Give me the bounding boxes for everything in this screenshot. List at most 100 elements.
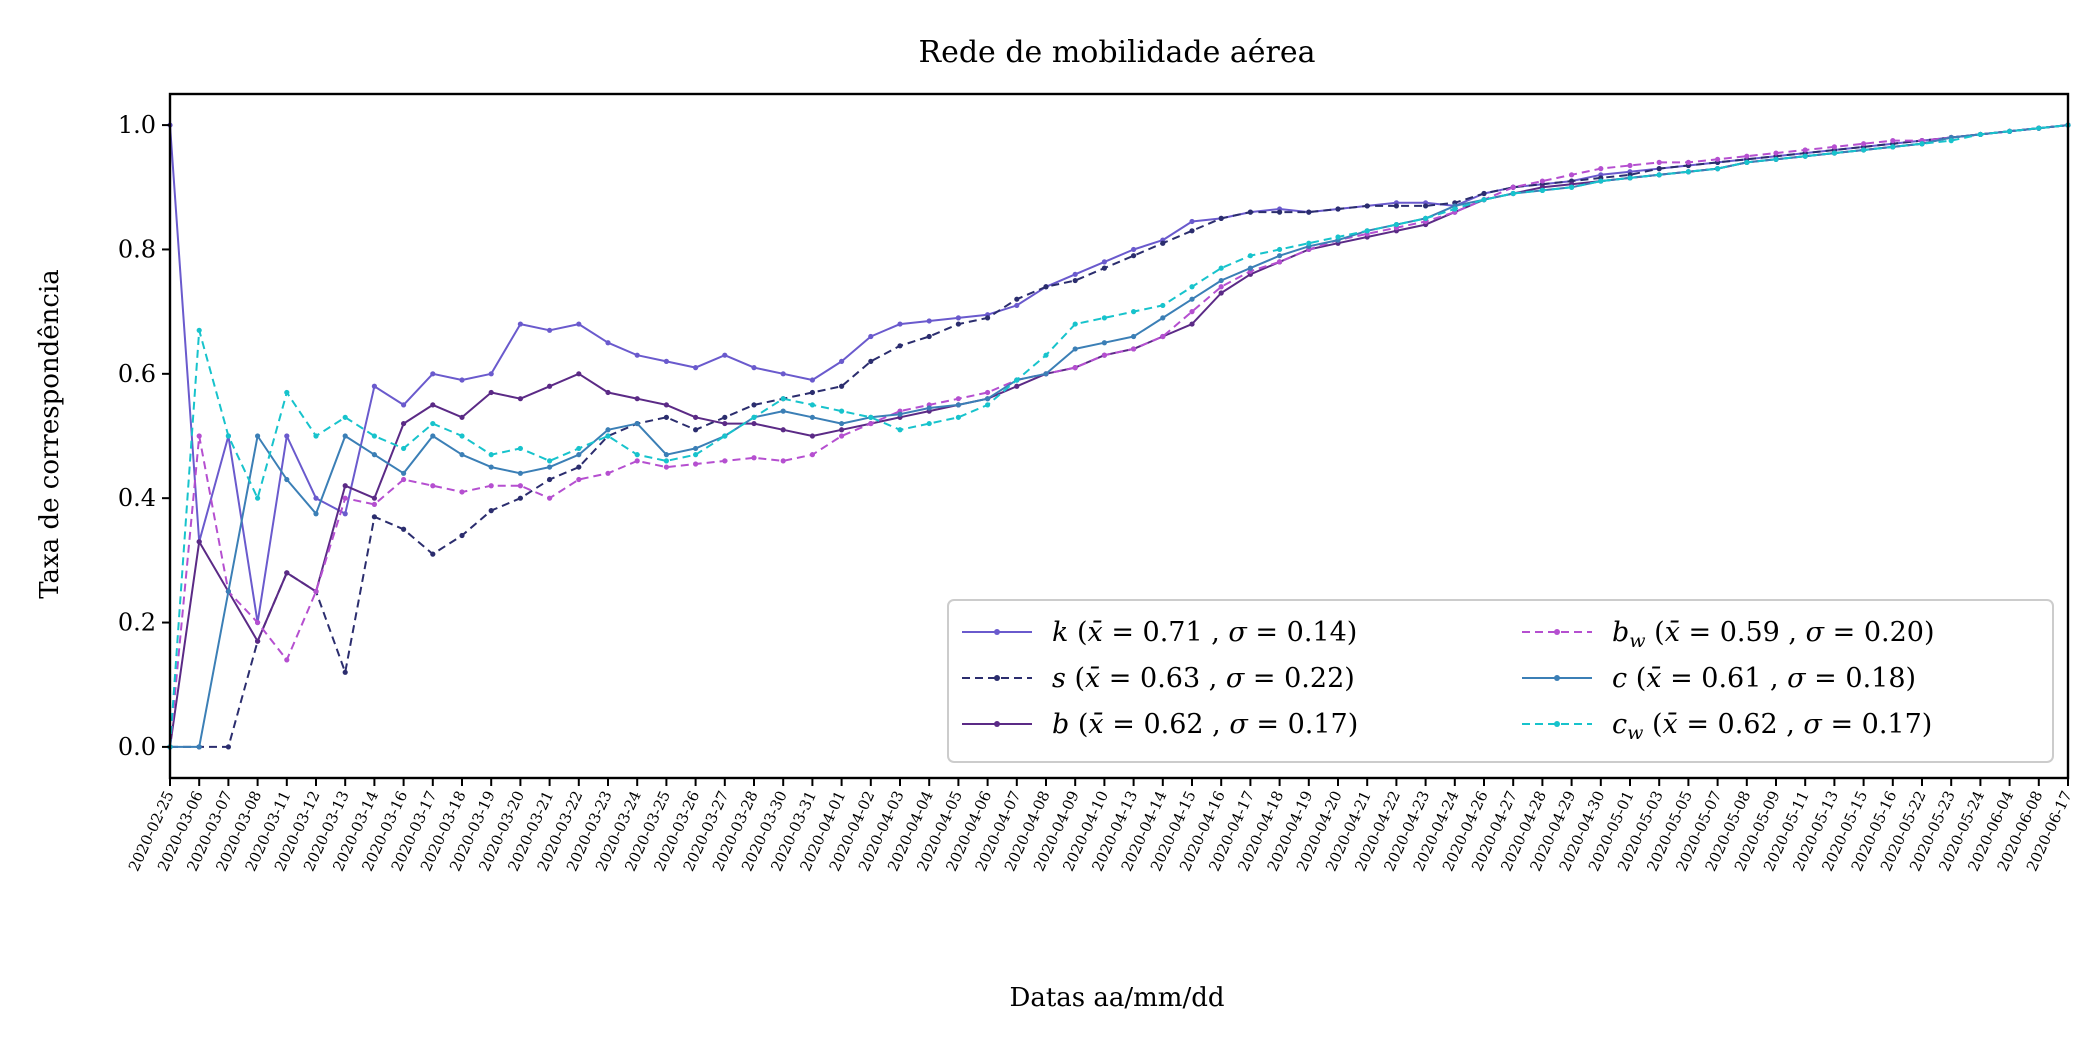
data-point	[1247, 253, 1253, 259]
data-point	[547, 495, 553, 501]
data-point	[1247, 209, 1253, 215]
data-point	[371, 433, 377, 439]
series-k	[167, 122, 2071, 626]
data-point	[1072, 321, 1078, 327]
data-point	[430, 551, 436, 557]
data-point	[926, 333, 932, 340]
data-point	[605, 433, 611, 439]
data-point	[722, 414, 728, 420]
data-point	[1744, 159, 1750, 165]
data-point	[1014, 296, 1020, 302]
data-point	[751, 414, 757, 420]
data-point	[342, 483, 348, 489]
series-line	[170, 124, 2069, 748]
data-point	[751, 365, 757, 371]
data-point	[663, 402, 670, 408]
y-tick-label: 0.2	[118, 609, 156, 637]
y-tick-label: 1.0	[118, 111, 156, 139]
legend-item: s (x̄ = 0.63 , σ = 0.22)	[962, 663, 1355, 694]
data-point	[1043, 352, 1049, 358]
data-point	[517, 445, 524, 452]
data-point	[1043, 371, 1049, 377]
data-point	[1014, 302, 1020, 309]
data-point	[839, 433, 845, 439]
data-point	[1218, 215, 1224, 221]
data-point	[693, 427, 699, 433]
data-point	[1014, 377, 1020, 383]
data-point	[517, 396, 524, 402]
data-point	[459, 532, 465, 539]
data-point	[1101, 315, 1107, 321]
data-point	[1831, 144, 1837, 150]
data-point	[1335, 234, 1341, 240]
legend-label: cw (x̄ = 0.62 , σ = 0.17)	[1612, 709, 1932, 744]
data-point	[371, 452, 377, 458]
data-point	[1014, 383, 1020, 389]
data-point	[547, 327, 553, 333]
data-point	[1160, 315, 1166, 321]
data-point	[488, 464, 494, 470]
data-point	[576, 476, 582, 483]
data-point	[663, 458, 670, 464]
y-tick-label: 0.4	[118, 484, 156, 512]
y-axis-label: Taxa de correspondência	[35, 269, 65, 599]
data-point	[722, 458, 728, 464]
data-point	[1072, 365, 1078, 371]
data-point	[722, 352, 728, 358]
data-point	[1656, 159, 1662, 165]
data-point	[751, 455, 757, 461]
data-point	[897, 321, 903, 327]
data-point	[1189, 228, 1195, 234]
data-point	[313, 511, 319, 517]
legend-marker	[1554, 721, 1560, 727]
legend-item: k (x̄ = 0.71 , σ = 0.14)	[962, 617, 1357, 648]
data-point	[517, 470, 524, 476]
data-point	[1160, 333, 1166, 340]
series-line	[169, 124, 2069, 747]
y-tick-label: 0.6	[118, 360, 156, 388]
x-axis: 2020-02-252020-03-062020-03-072020-03-08…	[125, 778, 2076, 874]
data-point	[1189, 218, 1195, 225]
data-point	[313, 433, 319, 439]
data-point	[809, 389, 816, 396]
legend-label: k (x̄ = 0.71 , σ = 0.14)	[1052, 617, 1357, 648]
data-point	[517, 483, 524, 489]
data-point	[780, 408, 786, 414]
data-point	[663, 358, 670, 364]
data-point	[897, 411, 903, 417]
legend-marker	[1554, 675, 1560, 681]
data-point	[809, 414, 816, 420]
legend-label: b (x̄ = 0.62 , σ = 0.17)	[1052, 709, 1358, 740]
data-point	[1861, 141, 1867, 147]
data-point	[1043, 284, 1049, 290]
legend-label: c (x̄ = 0.61 , σ = 0.18)	[1612, 663, 1916, 694]
legend-label: s (x̄ = 0.63 , σ = 0.22)	[1052, 663, 1355, 694]
data-point	[1364, 203, 1370, 209]
data-point	[401, 402, 407, 408]
data-point	[634, 420, 640, 427]
data-point	[985, 396, 991, 402]
data-point	[897, 427, 903, 433]
data-point	[693, 445, 699, 452]
data-point	[430, 371, 436, 377]
data-point	[1306, 240, 1312, 246]
data-point	[1131, 253, 1137, 259]
data-point	[809, 452, 816, 458]
legend-item: c (x̄ = 0.61 , σ = 0.18)	[1522, 663, 1916, 694]
data-point	[780, 458, 786, 464]
data-point	[809, 433, 816, 439]
data-point	[1423, 203, 1429, 209]
data-point	[1831, 150, 1837, 156]
legend-item: cw (x̄ = 0.62 , σ = 0.17)	[1522, 709, 1932, 744]
data-point	[313, 495, 319, 501]
data-point	[1948, 138, 1954, 144]
data-point	[985, 315, 991, 321]
data-point	[547, 458, 553, 464]
data-point	[1919, 141, 1925, 147]
data-point	[1481, 190, 1487, 197]
legend-marker	[994, 675, 1000, 681]
data-point	[955, 396, 962, 402]
data-point	[1218, 290, 1224, 296]
data-point	[342, 495, 348, 501]
data-point	[488, 371, 494, 377]
